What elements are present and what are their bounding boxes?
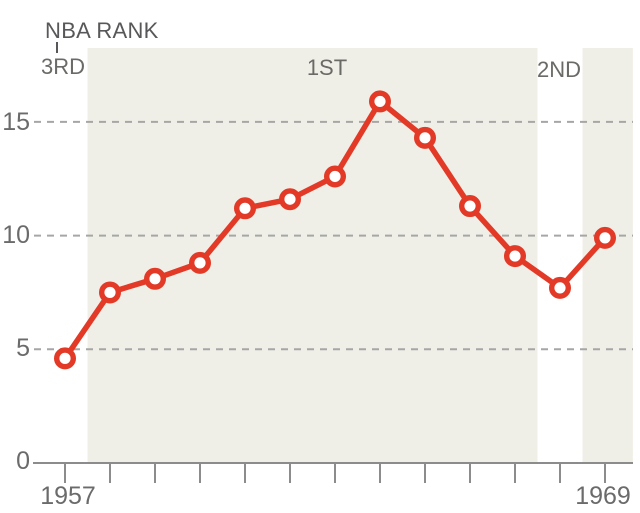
data-point-marker	[594, 226, 617, 249]
data-point-marker	[279, 188, 302, 211]
data-point-marker	[459, 195, 482, 218]
data-point-marker	[54, 347, 77, 370]
nba-rank-annotation-label: NBA RANK	[45, 18, 159, 43]
y-axis-tick-label-15: 15	[2, 108, 30, 136]
rank-band	[87, 48, 538, 462]
x-axis-tick-label-1957: 1957	[40, 482, 96, 510]
data-point-marker	[414, 126, 437, 149]
rank-band-label-3rd: 3RD	[40, 54, 86, 79]
data-point-marker	[369, 90, 392, 113]
y-axis-tick-label-0: 0	[16, 447, 30, 475]
y-axis-tick-label-10: 10	[2, 221, 30, 249]
data-point-marker	[324, 165, 347, 188]
y-axis-tick-label-5: 5	[16, 334, 30, 362]
data-point-marker	[98, 281, 121, 304]
data-point-marker	[188, 251, 211, 274]
data-point-marker	[504, 245, 527, 268]
x-axis-tick-label-1969: 1969	[575, 482, 631, 510]
data-point-marker	[143, 267, 166, 290]
rank-band-label-2nd: 2ND	[536, 57, 582, 82]
rank-band-label-1st: 1ST	[306, 55, 348, 80]
annotation-pointer-tick	[56, 42, 58, 53]
data-point-marker	[549, 276, 572, 299]
data-point-marker	[233, 197, 256, 220]
